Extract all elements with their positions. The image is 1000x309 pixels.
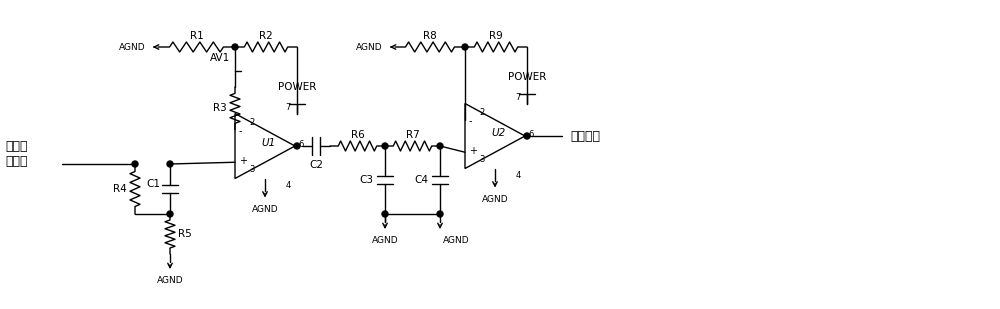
Text: R1: R1 <box>190 31 203 41</box>
Circle shape <box>382 211 388 217</box>
Text: 2: 2 <box>249 118 254 127</box>
Text: C4: C4 <box>414 175 428 185</box>
Text: POWER: POWER <box>278 82 316 91</box>
Text: C3: C3 <box>359 175 373 185</box>
Text: U1: U1 <box>262 138 276 148</box>
Circle shape <box>232 44 238 50</box>
Circle shape <box>462 44 468 50</box>
Text: C2: C2 <box>309 160 323 170</box>
Circle shape <box>524 133 530 139</box>
Text: AGND: AGND <box>372 236 398 245</box>
Text: 信号输出: 信号输出 <box>570 129 600 142</box>
Text: 4: 4 <box>286 180 291 189</box>
Circle shape <box>167 211 173 217</box>
Text: R4: R4 <box>113 184 127 194</box>
Text: 高频信
号输入: 高频信 号输入 <box>5 140 28 168</box>
Text: 6: 6 <box>298 139 303 149</box>
Text: R2: R2 <box>259 31 273 41</box>
Text: +: + <box>469 146 477 156</box>
Text: 3: 3 <box>249 165 254 174</box>
Text: 3: 3 <box>479 155 484 164</box>
Text: 7: 7 <box>516 92 521 101</box>
Circle shape <box>437 143 443 149</box>
Text: U2: U2 <box>492 128 506 138</box>
Circle shape <box>132 161 138 167</box>
Text: R6: R6 <box>351 130 364 140</box>
Text: 2: 2 <box>479 108 484 117</box>
Circle shape <box>294 143 300 149</box>
Text: R5: R5 <box>178 229 192 239</box>
Text: AGND: AGND <box>157 276 183 285</box>
Text: AGND: AGND <box>356 43 383 52</box>
Text: 4: 4 <box>516 171 521 180</box>
Text: 7: 7 <box>286 103 291 112</box>
Text: POWER: POWER <box>508 71 546 82</box>
Text: AGND: AGND <box>119 43 146 52</box>
Circle shape <box>167 161 173 167</box>
Text: +: + <box>239 156 247 166</box>
Text: -: - <box>239 126 243 136</box>
Text: -: - <box>469 116 473 126</box>
Text: R7: R7 <box>406 130 419 140</box>
Text: R8: R8 <box>423 31 437 41</box>
Text: AGND: AGND <box>482 194 508 204</box>
Circle shape <box>382 143 388 149</box>
Circle shape <box>437 211 443 217</box>
Text: C1: C1 <box>146 179 160 189</box>
Text: R3: R3 <box>213 104 227 113</box>
Text: AGND: AGND <box>252 205 278 214</box>
Text: 6: 6 <box>528 129 533 138</box>
Text: AV1: AV1 <box>210 53 230 63</box>
Text: R9: R9 <box>489 31 503 41</box>
Text: AGND: AGND <box>443 236 470 245</box>
